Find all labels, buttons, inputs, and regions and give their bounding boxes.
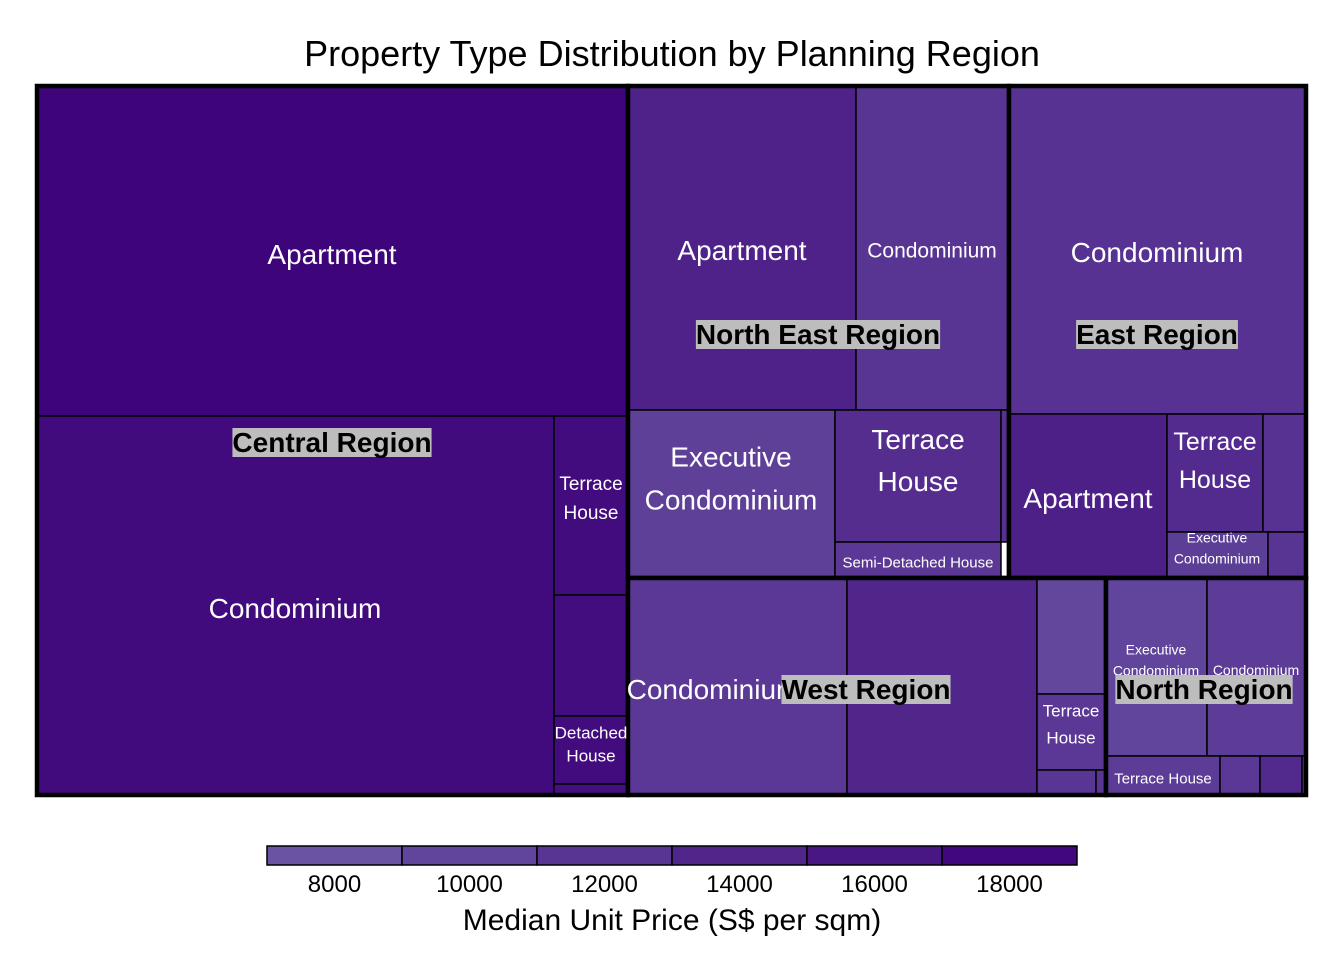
tile-executive-condominium-4-0 <box>1105 577 1208 757</box>
region-east-region <box>1006 83 1309 581</box>
region-label-bg <box>1076 320 1238 349</box>
tile-label: Executive Condominium <box>645 441 818 515</box>
legend-swatch <box>671 845 808 866</box>
tile-label: Condominium <box>1213 662 1299 678</box>
tile-unlabeled-2-3 <box>1262 413 1307 533</box>
tile-unlabeled-4-4 <box>1259 755 1303 796</box>
region-label-text: North East Region <box>696 319 940 350</box>
tile-condominium-2-0 <box>1008 85 1307 415</box>
tile-semi-detached-house-1-4 <box>834 541 1002 579</box>
legend-tick-label: 16000 <box>841 871 908 898</box>
legend-swatch <box>266 845 403 866</box>
region-north-east-region <box>625 83 1012 581</box>
region-label-text: West Region <box>781 674 950 705</box>
region-label-east-region: East Region <box>1076 319 1238 350</box>
tile-unlabeled-2-5 <box>1267 531 1307 579</box>
region-label-west-region: West Region <box>781 674 951 705</box>
legend-swatch <box>401 845 538 866</box>
region-label-bg <box>1115 675 1293 704</box>
color-legend: 8000 10000 12000 14000 16000 18000 <box>266 845 1078 898</box>
legend-title: Median Unit Price (S$ per sqm) <box>462 904 882 937</box>
tile-label: Executive Condominium <box>1113 641 1199 678</box>
tile-condominium-0-1 <box>36 415 555 796</box>
tile-apartment-0-0 <box>36 85 629 417</box>
tile-unlabeled-3-4 <box>1036 769 1097 796</box>
tile-unlabeled-4-3 <box>1219 755 1261 796</box>
tile-unlabeled-3-2 <box>1036 577 1107 695</box>
tile-label: Condominium <box>627 674 800 705</box>
legend-swatch <box>941 845 1078 866</box>
region-label-north-region: North Region <box>1115 674 1293 705</box>
legend-tick-label: 12000 <box>571 871 638 898</box>
tile-label: Condominium <box>1071 237 1244 268</box>
region-central-region <box>34 83 631 798</box>
tile-label: Terrace House <box>871 424 964 497</box>
tile-label: Terrace House <box>1043 701 1100 747</box>
tile-terrace-house-4-2 <box>1105 755 1221 796</box>
tile-label: Apartment <box>1023 483 1152 514</box>
region-label-bg <box>695 320 941 349</box>
tile-label: Executive Condominium <box>1174 529 1260 566</box>
region-label-text: East Region <box>1076 319 1238 350</box>
legend-swatch <box>806 845 943 866</box>
tile-label: Apartment <box>677 235 806 266</box>
chart-title: Property Type Distribution by Planning R… <box>304 33 1040 74</box>
region-label-north-east-region: North East Region <box>695 319 941 350</box>
region-north-region <box>1103 575 1309 798</box>
tile-terrace-house-3-3 <box>1036 693 1107 771</box>
tile-executive-condominium-1-2 <box>627 409 836 579</box>
region-border <box>1103 575 1309 798</box>
tile-label: Semi-Detached House <box>843 554 994 571</box>
tile-label: Detached House <box>555 723 628 765</box>
tile-label: Terrace House <box>559 474 622 524</box>
region-label-bg <box>232 428 432 457</box>
region-label-central-region: Central Region <box>232 427 432 458</box>
legend-tick-label: 8000 <box>308 871 361 898</box>
tile-label: Condominium <box>209 593 382 624</box>
tile-terrace-house-2-2 <box>1166 413 1264 533</box>
legend-tick-label: 18000 <box>976 871 1043 898</box>
tile-label: Terrace House <box>1114 770 1212 787</box>
region-label-text: Central Region <box>232 427 431 458</box>
region-label-bg <box>781 675 951 704</box>
legend-swatch <box>536 845 673 866</box>
tile-label: Apartment <box>267 239 396 270</box>
region-label-text: North Region <box>1115 674 1292 705</box>
tile-unlabeled-0-3 <box>553 594 629 717</box>
tile-apartment-1-0 <box>627 85 857 411</box>
tile-terrace-house-0-2 <box>553 415 629 596</box>
tile-label: Condominium <box>867 239 997 262</box>
legend-tick-label: 14000 <box>706 871 773 898</box>
tile-condominium-4-1 <box>1206 577 1307 757</box>
legend-tick-label: 10000 <box>436 871 503 898</box>
tile-executive-condominium-2-4 <box>1166 531 1269 579</box>
tile-condominium-1-1 <box>855 85 1010 411</box>
tile-label: Terrace House <box>1173 428 1256 494</box>
